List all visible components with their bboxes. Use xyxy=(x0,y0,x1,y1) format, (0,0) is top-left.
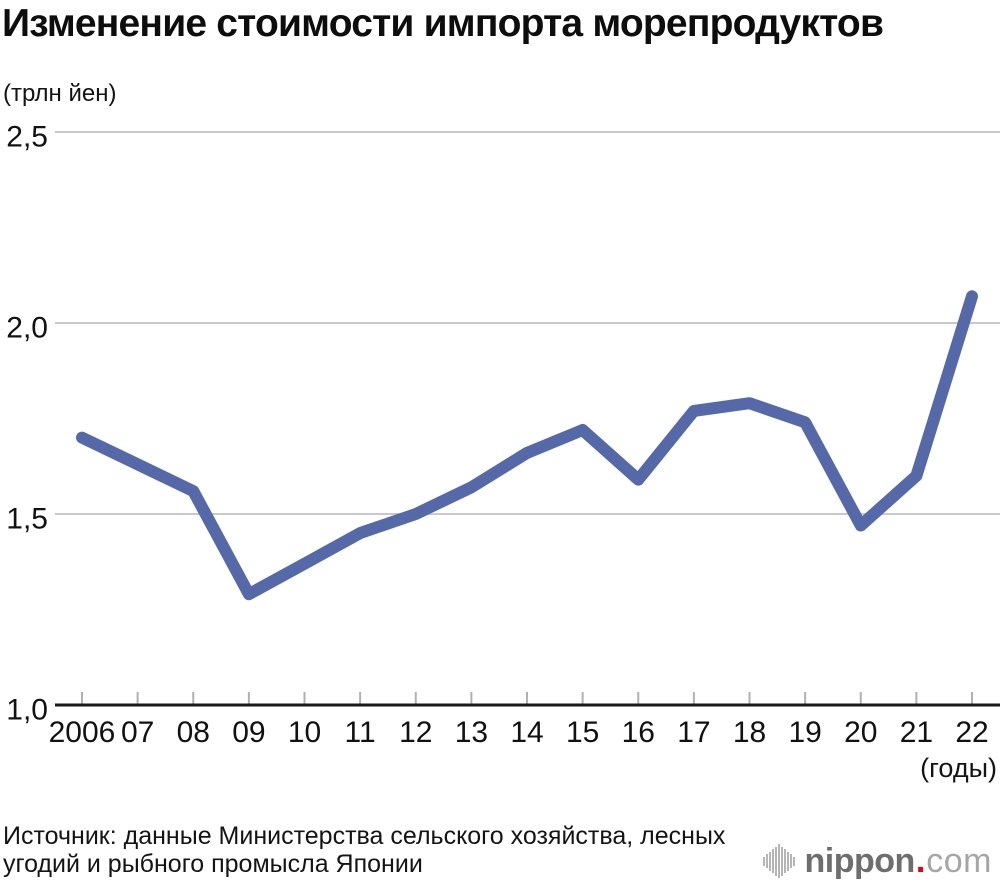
y-tick-label: 2,0 xyxy=(6,312,48,345)
x-tick-label: 09 xyxy=(232,716,265,749)
x-tick-label: 13 xyxy=(455,716,488,749)
x-tick-label: 19 xyxy=(788,716,821,749)
x-tick-label: 15 xyxy=(566,716,599,749)
x-tick-label: 21 xyxy=(900,716,933,749)
x-tick-label: 18 xyxy=(733,716,766,749)
x-tick-label: 10 xyxy=(288,716,321,749)
y-tick-label: 1,0 xyxy=(6,694,48,727)
source-note: Источник: данные Министерства сельского … xyxy=(3,822,726,878)
x-tick-label: 08 xyxy=(177,716,210,749)
x-tick-label: 07 xyxy=(121,716,154,749)
y-axis-unit-label: (трлн йен) xyxy=(3,80,117,107)
x-tick-label: 17 xyxy=(677,716,710,749)
x-tick-label: 2006 xyxy=(49,716,116,749)
y-tick-label: 2,5 xyxy=(6,121,48,154)
x-tick-label: 22 xyxy=(955,716,988,749)
logo-dot: . xyxy=(915,841,926,880)
logo-text-com: com xyxy=(926,841,992,880)
x-tick-label: 11 xyxy=(345,716,376,749)
x-tick-label: 16 xyxy=(622,716,655,749)
x-axis-unit-label: (годы) xyxy=(920,753,997,783)
nippon-logo: nippon. com xyxy=(762,841,992,880)
x-tick-label: 14 xyxy=(510,716,543,749)
data-line-seafood-imports xyxy=(76,290,978,601)
logo-text-nippon: nippon xyxy=(804,841,916,880)
y-tick-label: 1,5 xyxy=(6,503,48,536)
x-tick-label: 12 xyxy=(399,716,432,749)
chart-title: Изменение стоимости импорта морепродукто… xyxy=(2,2,884,45)
soundwave-icon xyxy=(762,843,795,879)
x-tick-label: 20 xyxy=(844,716,877,749)
